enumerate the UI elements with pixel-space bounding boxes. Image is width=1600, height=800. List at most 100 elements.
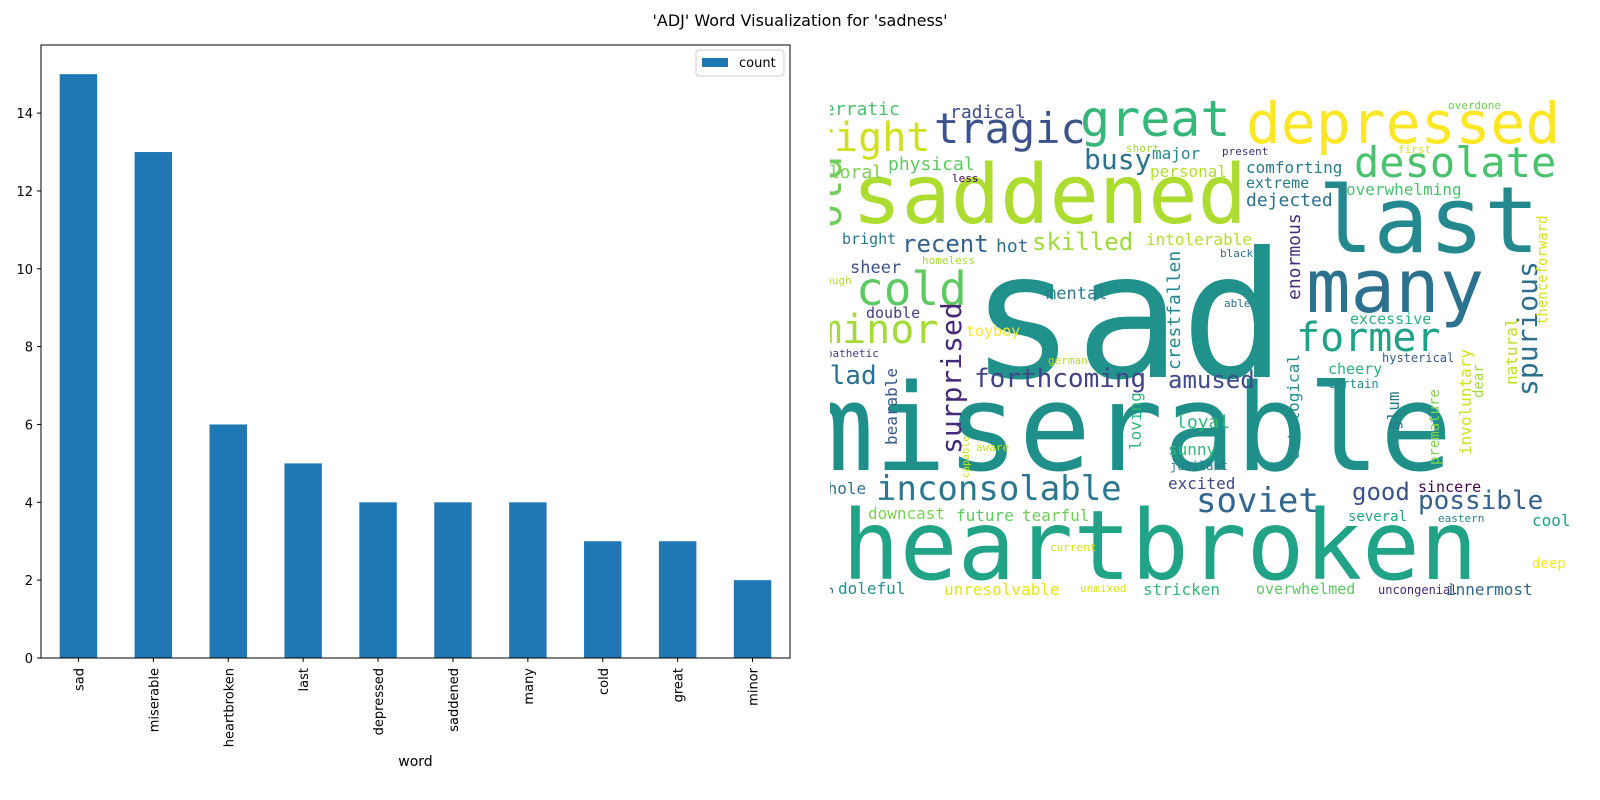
x-tick-label: miserable — [147, 668, 162, 732]
cloud-word-sincere: sincere — [1418, 478, 1482, 496]
cloud-word-aware: aware — [976, 441, 1010, 454]
cloud-word-comforting: comforting — [1246, 158, 1343, 177]
cloud-word-personal: personal — [1150, 162, 1228, 181]
cloud-word-cold: cold — [856, 262, 967, 316]
cloud-word-loving: loving — [1126, 392, 1145, 450]
bar-great — [658, 541, 697, 658]
cloud-word-loyal: loyal — [1176, 412, 1231, 433]
plot-frame — [40, 44, 791, 659]
cloud-word-dear: dear — [1471, 364, 1487, 398]
cloud-word-soviet: soviet — [1196, 481, 1319, 521]
cloud-word-extreme: extreme — [1246, 174, 1310, 192]
bar-heartbroken — [209, 424, 247, 658]
y-tick-label: 6 — [25, 418, 33, 433]
legend-swatch — [702, 58, 728, 67]
cloud-word-uncongenial: uncongenial — [1378, 583, 1458, 597]
cloud-word-depressed: depressed — [1246, 100, 1561, 157]
cloud-word-cheery: cheery — [1328, 360, 1383, 378]
y-tick-label: 10 — [16, 263, 33, 278]
cloud-word-dejected: dejected — [1246, 190, 1333, 211]
cloud-word-former: former — [1296, 315, 1441, 361]
cloud-word-floral: floral — [830, 162, 884, 183]
cloud-word-doleful: doleful — [838, 579, 906, 598]
cloud-word-future: future — [956, 506, 1014, 525]
cloud-word-major: major — [1152, 144, 1201, 163]
cloud-word-german: german — [1048, 354, 1088, 367]
cloud-word-double: double — [866, 304, 921, 322]
cloud-word-mental: mental — [1046, 284, 1108, 304]
cloud-word-miserable: miserable — [830, 360, 1453, 499]
cloud-word-tragic: tragic — [934, 104, 1086, 153]
y-axis-ticks: 0 2 4 6 8 10 12 14 — [16, 107, 41, 667]
cloud-word-overwhelming: overwhelming — [1346, 180, 1462, 199]
cloud-word-downcast: downcast — [868, 504, 946, 523]
cloud-word-enough: enough — [830, 274, 852, 287]
y-tick-label: 12 — [16, 185, 33, 200]
cloud-word-jubilant: jubilant — [1170, 459, 1228, 473]
cloud-word-capable: capable — [961, 435, 972, 478]
word-cloud: sad miserable heartbroken saddened last many d… — [830, 100, 1590, 620]
cloud-word-good: good — [1352, 478, 1410, 506]
cloud-word-crestfallen: crestfallen — [1164, 250, 1185, 370]
cloud-word-glum: glum — [1384, 391, 1403, 430]
cloud-word-able: able — [1224, 297, 1251, 310]
bar-series — [59, 74, 772, 659]
x-tick-label: sad — [72, 668, 87, 691]
cloud-word-intolerable: intolerable — [1146, 230, 1252, 249]
cloud-word-tearful: tearful — [1022, 506, 1090, 525]
cloud-word-possible: possible — [1418, 486, 1544, 516]
cloud-word-genuine: genuine — [830, 531, 834, 595]
bar-last — [284, 463, 322, 658]
cloud-word-desolate: desolate — [1354, 138, 1557, 187]
cloud-word-bright: bright — [842, 230, 897, 248]
cloud-word-cool: cool — [1532, 511, 1571, 530]
cloud-word-many: many — [1306, 244, 1485, 330]
cloud-word-less: less — [952, 172, 979, 185]
cloud-word-toyboy: toyboy — [966, 322, 1021, 340]
cloud-word-saddened: saddened — [852, 148, 1247, 243]
cloud-word-surprised: surprised — [935, 302, 968, 454]
cloud-word-stricken: stricken — [1143, 580, 1221, 599]
cloud-word-natural: natural — [1502, 317, 1521, 385]
cloud-word-enormous: enormous — [1284, 213, 1305, 300]
x-tick-label: great — [672, 668, 687, 702]
cloud-word-erratic: erratic — [830, 100, 900, 120]
cloud-word-hysterical: hysterical — [1382, 351, 1455, 365]
cloud-word-overwhelmed: overwhelmed — [1256, 580, 1356, 598]
y-tick-label: 14 — [16, 107, 33, 122]
cloud-word-hot: hot — [996, 236, 1029, 257]
cloud-word-unmixed: unmixed — [1080, 582, 1127, 595]
cloud-word-skilled: skilled — [1032, 228, 1134, 256]
cloud-word-certain: certain — [1328, 377, 1379, 391]
cloud-word-right: right — [830, 115, 931, 161]
cloud-word-minor: minor — [830, 307, 939, 353]
cloud-word-radical: radical — [950, 102, 1026, 123]
cloud-word-several: several — [1348, 509, 1408, 525]
cloud-word-short: short — [1126, 142, 1160, 155]
cloud-word-amused: amused — [1168, 366, 1255, 394]
x-tick-label: many — [522, 668, 537, 705]
cloud-word-deep: deep — [1532, 556, 1566, 572]
cloud-word-sheer: sheer — [850, 258, 902, 278]
cloud-word-last: last — [1318, 167, 1540, 274]
bar-miserable — [134, 152, 173, 659]
cloud-word-thenceforward: thenceforward — [1535, 215, 1551, 325]
y-tick-label: 4 — [25, 496, 33, 511]
cloud-word-sympathetic: sympathetic — [830, 347, 879, 360]
legend-box — [695, 49, 785, 77]
bar-sad — [59, 74, 98, 658]
cloud-word-whole: whole — [830, 479, 867, 498]
x-tick-label: heartbroken — [222, 668, 237, 747]
cloud-word-glad: glad — [830, 361, 877, 391]
cloud-word-sunny: sunny — [1168, 440, 1217, 459]
x-tick-label: saddened — [447, 668, 462, 732]
cloud-word-ontological: ontological — [1284, 354, 1303, 460]
cloud-word-excessive: excessive — [1350, 310, 1432, 328]
cloud-word-heartbroken: heartbroken — [842, 490, 1478, 602]
cloud-word-physical: physical — [888, 154, 975, 175]
legend-label: count — [739, 56, 776, 71]
cloud-word-sad: sad — [970, 216, 1287, 419]
cloud-word-black: black — [1220, 247, 1254, 260]
cloud-word-overdone: overdone — [1448, 100, 1501, 112]
cloud-word-current: current — [1050, 541, 1097, 554]
